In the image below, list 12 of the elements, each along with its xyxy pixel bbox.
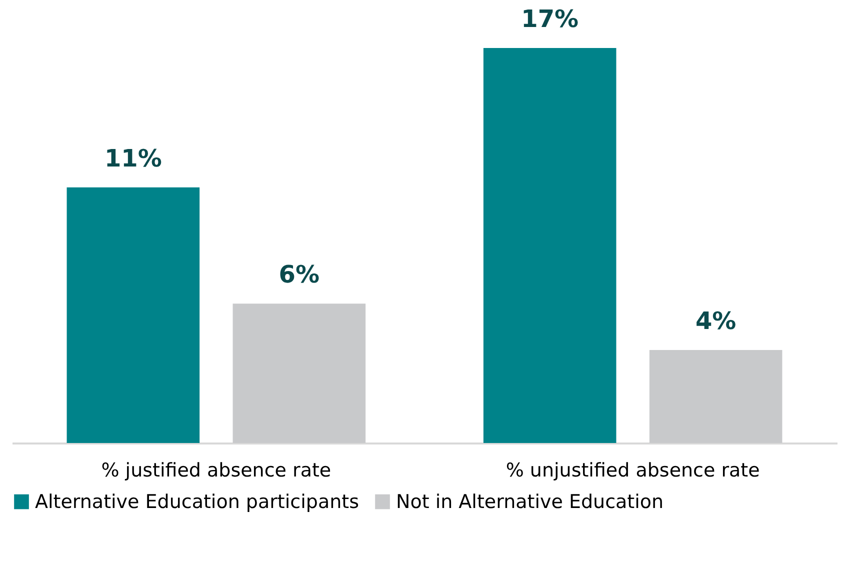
x-tick-label: % unjustified absence rate — [506, 460, 760, 482]
x-tick-label: % justified absence rate — [101, 460, 332, 482]
data-label: 4% — [695, 307, 736, 336]
legend-label: Alternative Education participants — [35, 490, 359, 513]
bar — [232, 304, 366, 443]
bar — [66, 187, 200, 443]
bar — [483, 48, 616, 443]
legend-label: Not in Alternative Education — [396, 490, 664, 513]
data-label: 6% — [278, 260, 320, 289]
data-label: 11% — [104, 144, 162, 172]
bar — [649, 350, 782, 443]
data-label: 17% — [521, 5, 579, 33]
